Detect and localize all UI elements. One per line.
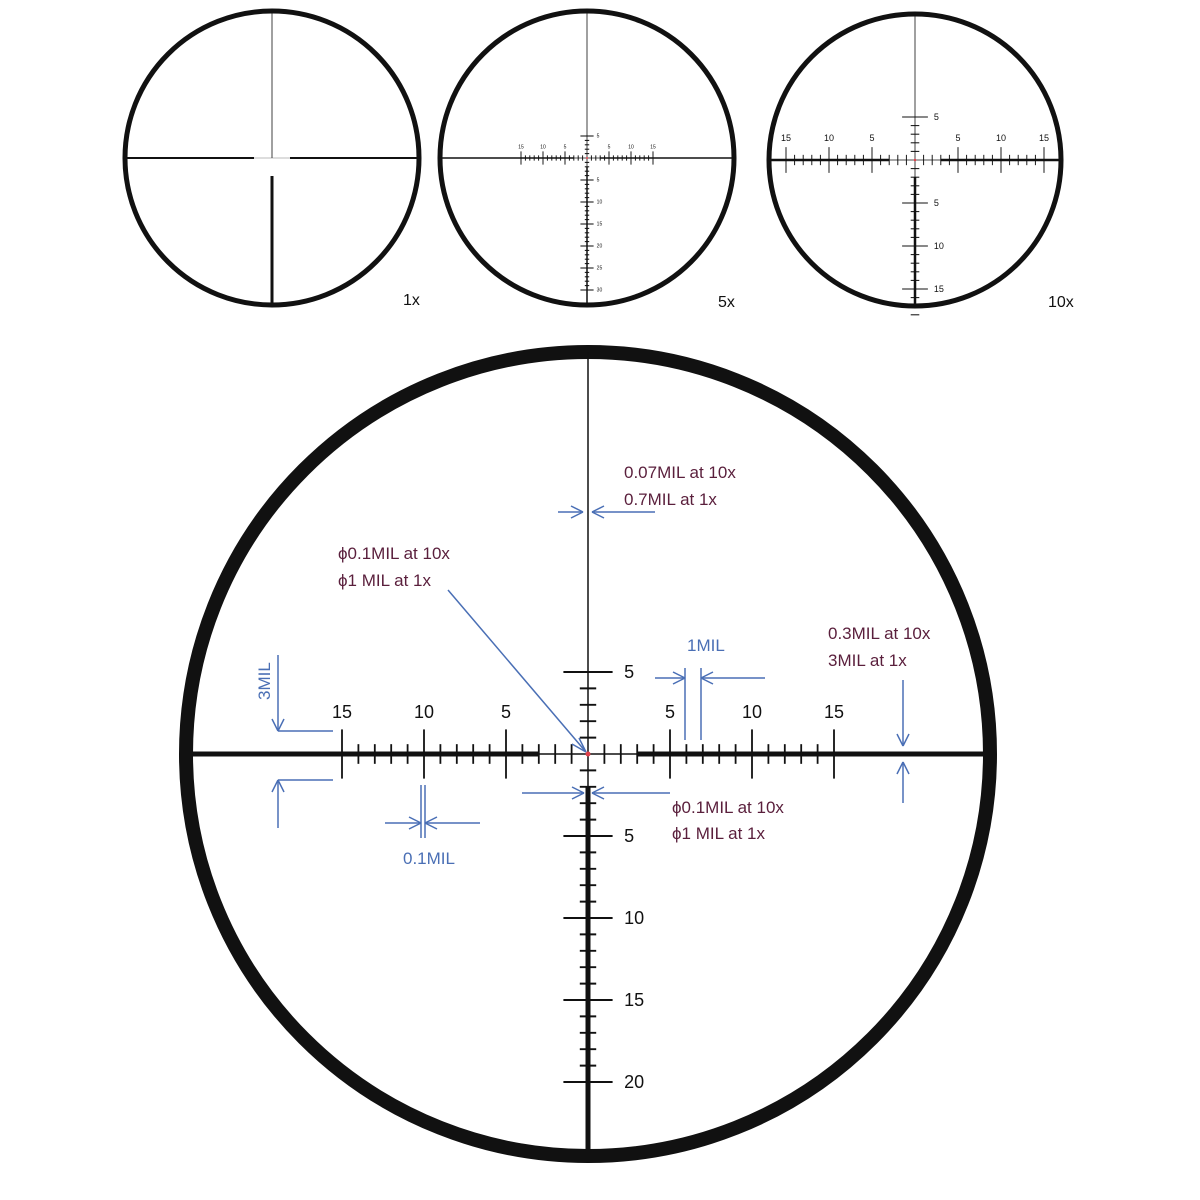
arrowhead xyxy=(672,671,686,679)
vertical-scale-label: 5 xyxy=(934,198,939,208)
magnification-label-10x: 10x xyxy=(1048,294,1074,311)
horizontal-scale-label: 15 xyxy=(518,144,524,150)
arrowhead xyxy=(571,786,585,794)
horizontal-scale-label: 15 xyxy=(781,133,791,143)
arrowhead xyxy=(271,718,279,732)
arrowhead xyxy=(591,786,605,794)
vertical-scale-label: 15 xyxy=(597,222,603,228)
vertical-scale-label: 15 xyxy=(934,284,944,294)
vertical-scale-label: 20 xyxy=(597,244,603,250)
thick-width-note-10x: ϕ0.1MIL at 10x xyxy=(672,798,784,817)
reticle-1x-view xyxy=(122,8,422,308)
horizontal-scale-label: 15 xyxy=(332,702,352,722)
horizontal-scale-label: 10 xyxy=(540,144,546,150)
arrowhead xyxy=(896,761,904,775)
vertical-scale-label: 20 xyxy=(624,1072,644,1092)
main-reticle: 15 10 5 5 10 15 5 5 10 15 20 xyxy=(179,345,997,1163)
thick-width-note-1x: ϕ1 MIL at 1x xyxy=(672,824,765,843)
vertical-scale-label: 5 xyxy=(597,134,600,140)
center-dot xyxy=(913,158,917,162)
arrowhead xyxy=(570,511,584,519)
vertical-scale-label: 15 xyxy=(624,990,644,1010)
arrowhead xyxy=(570,505,584,513)
horizontal-scale-label: 10 xyxy=(824,133,834,143)
magnification-label-5x: 5x xyxy=(718,294,735,311)
horizontal-scale-label: 5 xyxy=(955,133,960,143)
vertical-scale-label: 5 xyxy=(934,112,939,122)
horizontal-scale-label: 5 xyxy=(564,144,567,150)
reticle-10x-view: 15 10 5 5 10 15 5 5 10 15 xyxy=(766,11,1064,316)
arrowhead xyxy=(408,822,422,830)
vertical-scale-label: 10 xyxy=(934,241,944,251)
center-dot-note-1x: ϕ1 MIL at 1x xyxy=(338,571,431,590)
center-dot-note-10x: ϕ0.1MIL at 10x xyxy=(338,544,450,563)
horizontal-scale-label: 15 xyxy=(650,144,656,150)
vertical-scale-label: 10 xyxy=(624,908,644,928)
tick-spacing-note: 1MIL xyxy=(687,636,725,655)
vertical-scale-label: 10 xyxy=(597,200,603,206)
horizontal-scale-label: 5 xyxy=(501,702,511,722)
arrowhead xyxy=(672,677,686,685)
vertical-scale-label: 25 xyxy=(597,266,603,272)
vertical-scale-label: 5 xyxy=(624,826,634,846)
arrowhead xyxy=(700,671,714,679)
tick-width-note: 0.1MIL xyxy=(403,849,455,868)
arrowhead xyxy=(591,511,605,519)
vertical-scale-label: 5 xyxy=(597,178,600,184)
arrowhead xyxy=(700,677,714,685)
arrowhead xyxy=(271,779,279,793)
leader-line xyxy=(447,589,587,753)
vertical-scale-label: 30 xyxy=(597,288,603,294)
arrowhead xyxy=(277,779,285,793)
magnification-label-1x: 1x xyxy=(403,292,420,309)
line-width-note-1x: 0.7MIL at 1x xyxy=(624,490,717,509)
thick-bar-note-1x: 3MIL at 1x xyxy=(828,651,907,670)
thick-bar-note-10x: 0.3MIL at 10x xyxy=(828,624,931,643)
arrowhead xyxy=(424,816,438,824)
horizontal-scale-label: 15 xyxy=(1039,133,1049,143)
arrowhead xyxy=(591,505,605,513)
horizontal-scale-label: 10 xyxy=(628,144,634,150)
arrowhead xyxy=(424,822,438,830)
arrowhead xyxy=(896,733,904,747)
arrowhead xyxy=(571,792,585,800)
arrowhead xyxy=(408,816,422,824)
horizontal-scale-label: 10 xyxy=(414,702,434,722)
arrowhead xyxy=(902,761,910,775)
horizontal-scale-label: 5 xyxy=(608,144,611,150)
horizontal-scale-label: 10 xyxy=(742,702,762,722)
arrowhead xyxy=(591,792,605,800)
arrowhead xyxy=(571,743,587,753)
center-dot xyxy=(585,751,591,757)
center-dot xyxy=(586,157,588,159)
horizontal-scale-label: 5 xyxy=(869,133,874,143)
dimension-annotations xyxy=(271,505,910,838)
annotation-texts: 0.07MIL at 10x 0.7MIL at 1x ϕ0.1MIL at 1… xyxy=(255,463,931,868)
line-width-note-10x: 0.07MIL at 10x xyxy=(624,463,736,482)
arrowhead xyxy=(277,718,285,732)
horizontal-scale-label: 5 xyxy=(665,702,675,722)
horizontal-scale-label: 15 xyxy=(824,702,844,722)
arrowhead xyxy=(578,737,587,753)
arrowhead xyxy=(902,733,910,747)
reticle-5x-view: 15 10 5 5 10 15 5 5 10 15 20 25 30 xyxy=(437,8,737,308)
vertical-scale-label: 5 xyxy=(624,662,634,682)
tick-height-note: 3MIL xyxy=(255,662,274,700)
horizontal-scale-label: 10 xyxy=(996,133,1006,143)
